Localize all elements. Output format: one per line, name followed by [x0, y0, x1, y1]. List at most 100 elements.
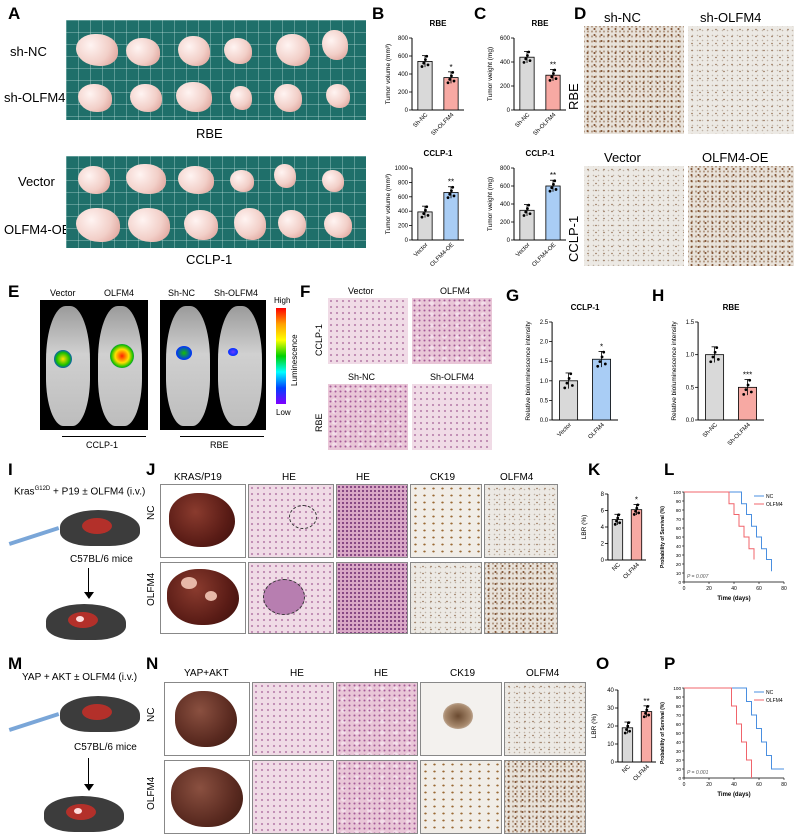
panel-label-m: M [8, 654, 23, 673]
y-tick-label: 10 [676, 571, 682, 576]
y-tick-label: 0 [601, 558, 605, 564]
liver-photo-n-olfm4 [164, 760, 250, 834]
y-tick-label: 200 [398, 224, 409, 230]
data-point [711, 355, 715, 359]
x-tick-label: 0 [683, 586, 686, 592]
tumor-photo-rbe [66, 20, 366, 120]
e-label-sh-olfm4: Sh-OLFM4 [214, 288, 259, 298]
y-tick-label: 0 [507, 238, 511, 244]
data-point [553, 179, 557, 183]
data-point [550, 186, 554, 190]
he-cclp1-olfm4 [412, 298, 492, 364]
olfm4-ihc-olfm4 [484, 562, 558, 634]
data-point [451, 71, 455, 74]
ck19-n-nc [420, 682, 502, 756]
f-header-olfm4: OLFM4 [440, 286, 471, 296]
panel-label-i: I [8, 460, 13, 479]
y-axis-label: Relative bioluminescence intensity [671, 321, 678, 421]
i-model-label: KrasG12D + P19 ± OLFM4 (i.v.) [14, 486, 146, 498]
x-tick-label: NC [621, 764, 632, 775]
significance-label: * [600, 342, 603, 351]
arrow-down-icon [88, 568, 89, 594]
data-point [554, 188, 558, 191]
data-point [448, 192, 452, 196]
data-point [646, 705, 650, 708]
mouse-illustration-top [60, 510, 140, 546]
bar [545, 185, 561, 241]
data-point [425, 54, 429, 58]
significance-label: * [635, 495, 638, 504]
y-tick-label: 0 [611, 760, 615, 766]
data-point [528, 212, 532, 216]
y-tick-label: 1.0 [540, 379, 549, 385]
y-tick-label: 20 [676, 562, 682, 567]
y-axis-label: Tumor weight (mg) [487, 47, 494, 101]
y-tick-label: 30 [676, 553, 682, 558]
data-point [749, 390, 753, 394]
y-tick-label: 1000 [395, 166, 409, 172]
group-rbe: RBE [210, 440, 229, 450]
data-point [448, 77, 452, 81]
y-tick-label: 40 [676, 544, 682, 549]
x-tick-label: OLFM4-OE [429, 242, 455, 268]
data-point [446, 196, 450, 200]
x-tick-label: Vector [413, 242, 429, 258]
x-tick-label: OLFM4 [588, 422, 607, 441]
chart-title: CCLP-1 [526, 149, 555, 158]
he-low-n-olfm4 [252, 760, 334, 834]
x-tick-label: 80 [781, 586, 787, 592]
significance-label: *** [743, 370, 752, 379]
y-tick-label: 2.0 [540, 340, 549, 346]
panel-label-o: O [596, 654, 610, 673]
y-tick-label: 0.5 [540, 398, 549, 404]
n-row-nc: NC [146, 707, 157, 722]
x-tick-label: OLFM4 [622, 562, 641, 581]
row-label-olfm4-oe: OLFM4-OE [4, 222, 71, 237]
f-side-rbe: RBE [314, 413, 324, 432]
x-tick-label: Vector [557, 422, 573, 438]
data-point [522, 60, 526, 64]
data-point [570, 384, 574, 387]
scale-title: Luminescence [290, 334, 299, 386]
data-point [422, 61, 426, 65]
ihc-rbe-sh-olfm4 [688, 26, 794, 134]
y-tick-label: 30 [676, 749, 682, 754]
data-point [645, 708, 649, 712]
p-value-label: P = 0.007 [687, 574, 709, 580]
row-label-vector: Vector [18, 174, 55, 189]
significance-label: ** [643, 697, 649, 706]
y-tick-label: 40 [607, 688, 614, 694]
chart-title: CCLP-1 [424, 149, 453, 158]
he-low-nc [248, 484, 334, 558]
data-point [528, 59, 532, 63]
bar [592, 358, 611, 421]
data-point [548, 189, 552, 193]
data-point [522, 214, 526, 217]
y-tick-label: 600 [500, 184, 511, 190]
chart-k: LBR (%) 0 2 4 6 8 NC OLFM4 * [581, 492, 646, 581]
chart-l: 0 10 20 30 40 50 60 70 80 90 100 0 20 40 60 80 Time (day… [660, 490, 787, 602]
n-row-olfm4: OLFM4 [146, 776, 157, 810]
j-header-he1: HE [282, 472, 296, 483]
data-point [625, 728, 628, 731]
olfm4-ihc-n-olfm4 [504, 760, 586, 834]
y-tick-label: 20 [676, 758, 682, 763]
olfm4-ihc-nc [484, 484, 558, 558]
x-tick-label: Sh-OLFM4 [532, 112, 557, 137]
y-tick-label: 0.0 [540, 418, 549, 424]
legend-label: OLFM4 [766, 502, 783, 508]
chart-title: RBE [723, 303, 741, 312]
y-tick-label: 600 [398, 54, 409, 60]
y-tick-label: 1.5 [686, 320, 695, 326]
y-tick-label: 60 [676, 722, 682, 727]
n-header-ck19: CK19 [450, 668, 476, 679]
survival-curve-nc [684, 687, 784, 770]
j-header-kras: KRAS/P19 [174, 472, 222, 483]
arrow-down-icon-m [88, 758, 89, 786]
data-point [420, 215, 424, 219]
data-point [603, 362, 607, 366]
y-tick-label: 0.5 [686, 385, 695, 391]
f-header-sh-olfm4: Sh-OLFM4 [430, 372, 475, 382]
ck19-n-olfm4 [420, 760, 502, 834]
panel-label-f: F [300, 282, 311, 301]
